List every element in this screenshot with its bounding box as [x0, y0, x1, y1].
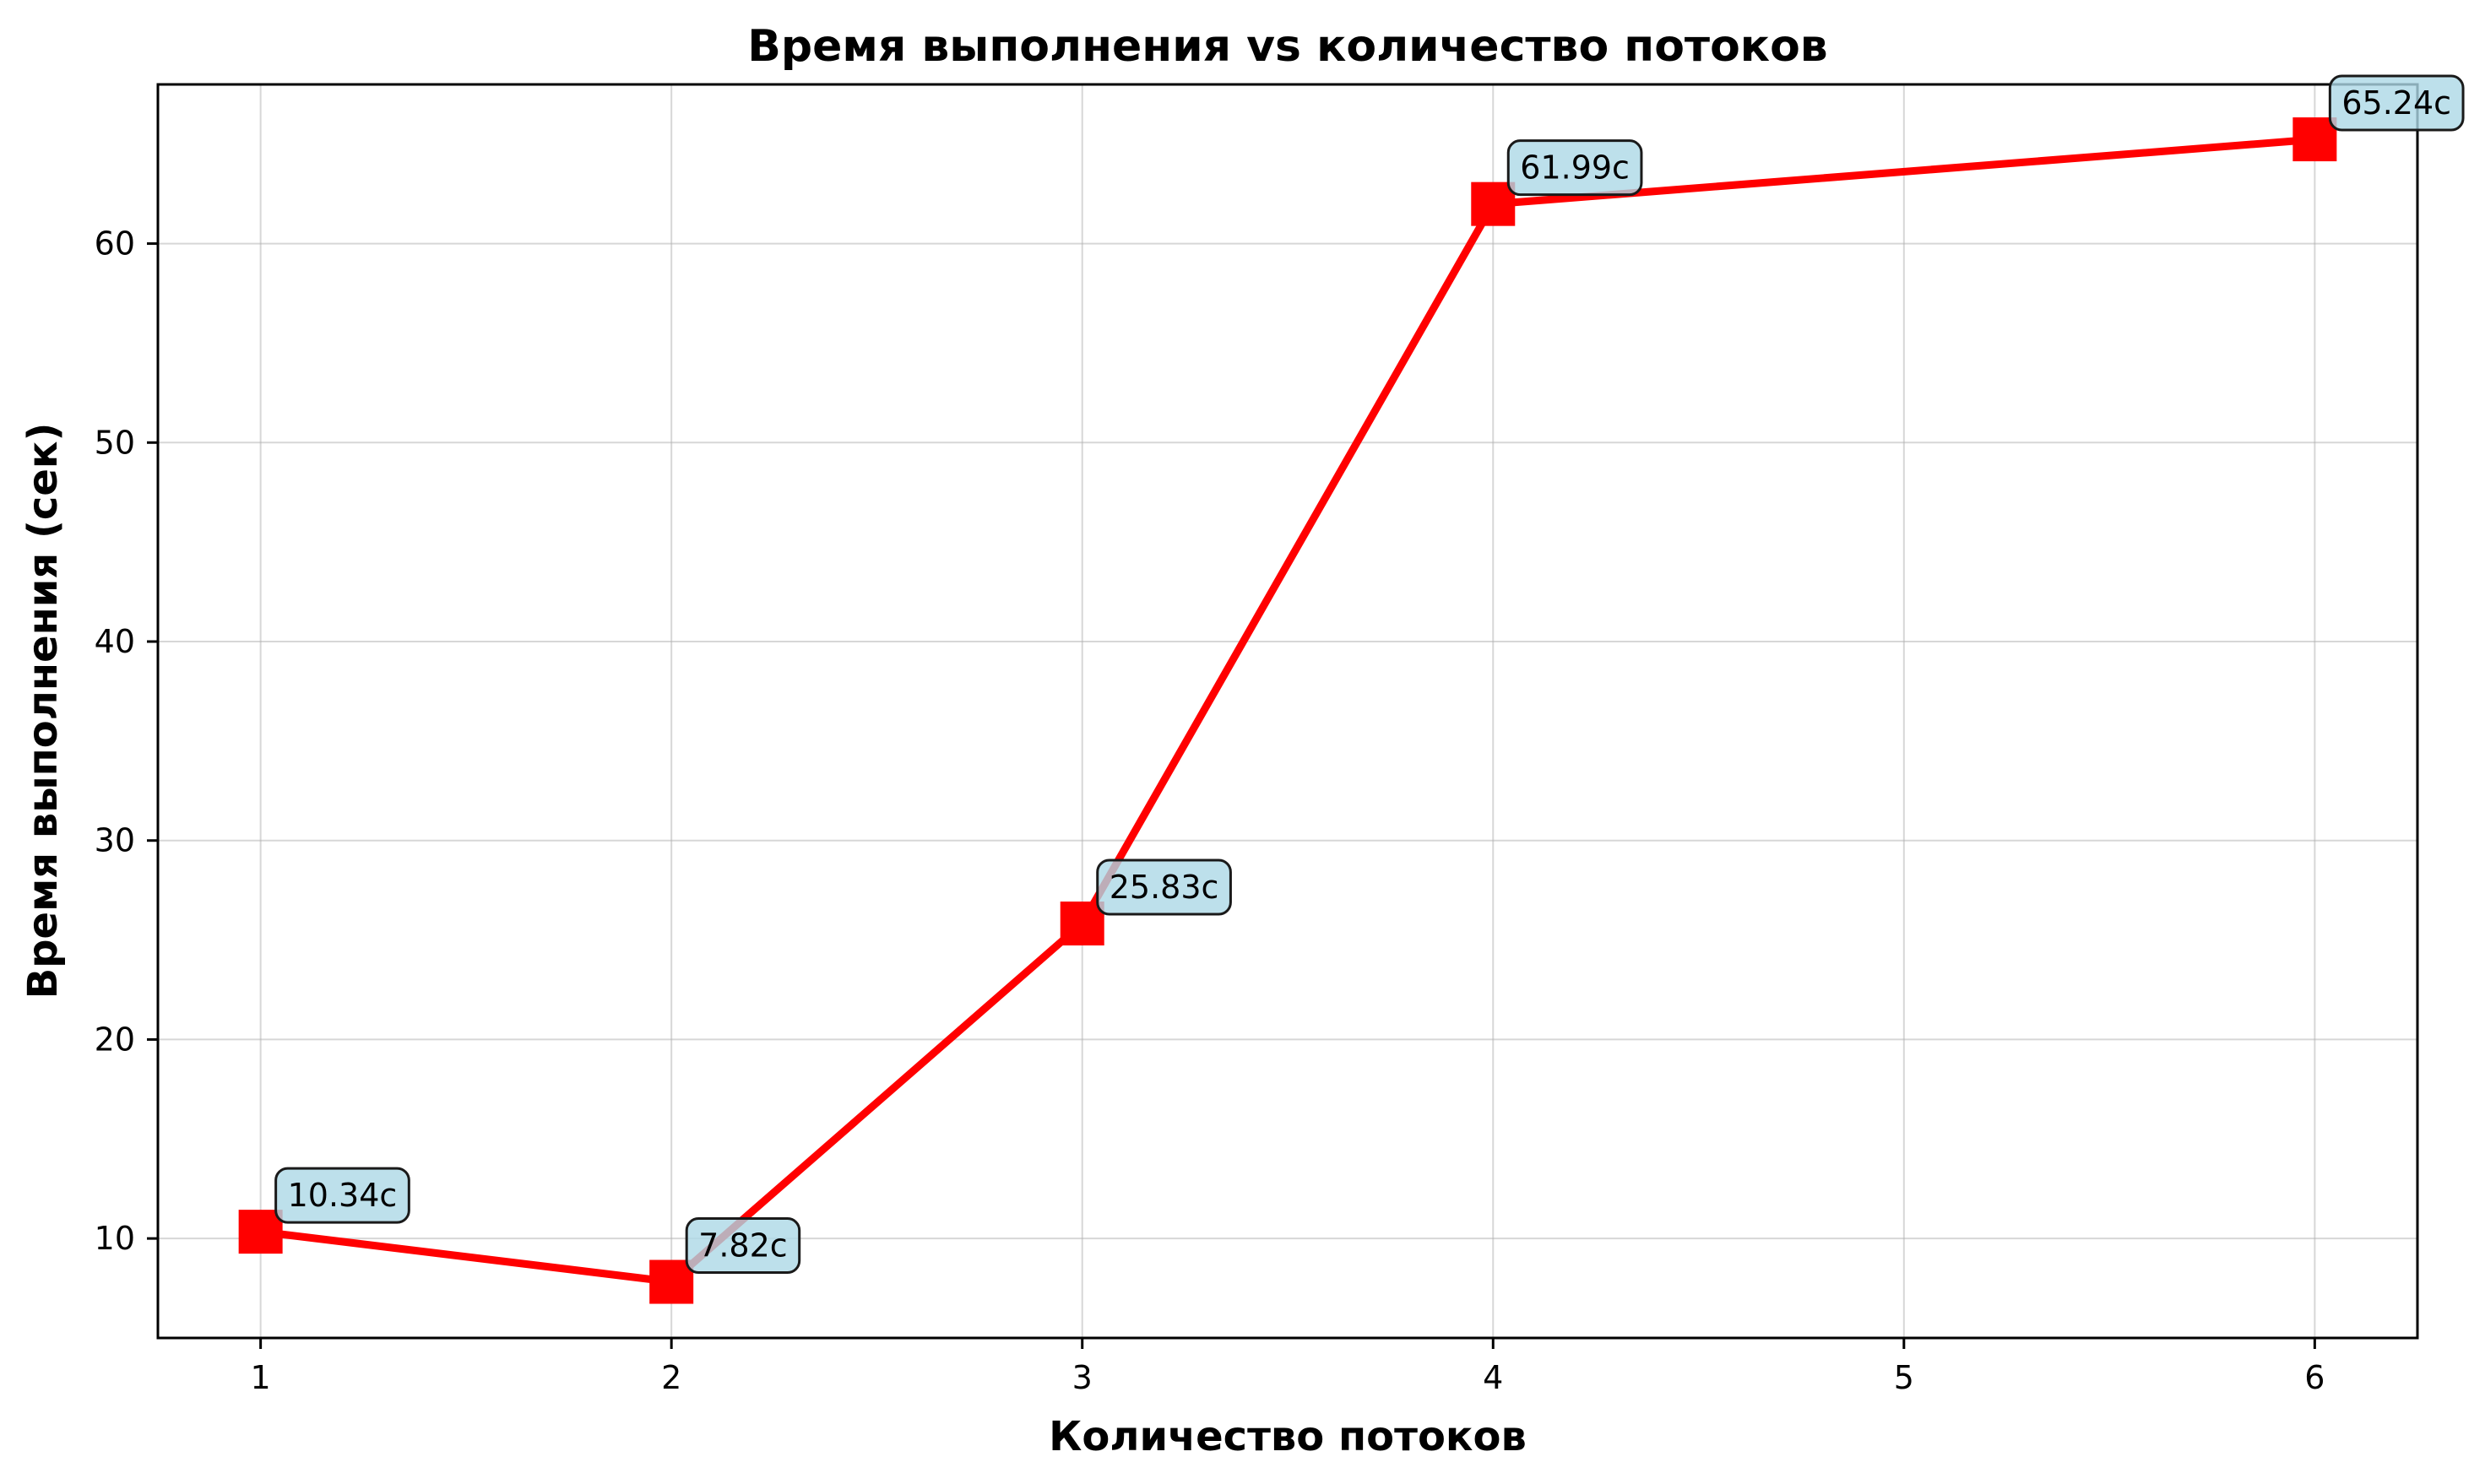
x-tick-label: 5 [1894, 1359, 1914, 1396]
data-label: 10.34c [274, 1167, 410, 1224]
data-point-marker [2292, 117, 2337, 162]
data-label-box [685, 1217, 801, 1275]
x-tick-label: 2 [661, 1359, 681, 1396]
data-label: 25.83c [1096, 858, 1232, 916]
y-tick-label: 20 [95, 1021, 135, 1058]
series-line [257, 135, 2319, 1286]
grid [158, 84, 2417, 1338]
plot-frame [156, 83, 2419, 1340]
y-tick-label: 60 [95, 225, 135, 263]
x-axis: 1 2 3 4 5 6 [251, 1338, 2325, 1396]
x-tick-label: 3 [1072, 1359, 1093, 1396]
y-tick-label: 30 [95, 822, 135, 859]
x-axis-label: Количество потоков [1049, 1413, 1527, 1460]
y-tick-label: 50 [95, 424, 135, 461]
data-label-text: 10.34c [288, 1177, 398, 1214]
y-axis-label: Время выполнения (сек) [19, 423, 67, 999]
data-label-text: 65.24c [2341, 84, 2451, 122]
data-label-text: 61.99c [1520, 149, 1630, 187]
y-axis: 10 20 30 40 50 60 [95, 225, 158, 1257]
data-point-marker [1471, 181, 1516, 226]
data-label-box [1096, 858, 1232, 916]
data-label-box [274, 1167, 410, 1224]
data-point-marker [649, 1259, 694, 1304]
data-label-text: 7.82c [698, 1227, 788, 1265]
data-label-box [2328, 74, 2465, 132]
data-point-marker [1060, 902, 1104, 946]
x-tick-label: 6 [2304, 1359, 2325, 1396]
data-labels: 10.34c 7.82c 25.83c 61.99c 65.24c [274, 74, 2465, 1275]
series [238, 117, 2337, 1304]
chart-title: Время выполнения vs количество потоков [747, 21, 1827, 72]
y-tick-label: 40 [95, 623, 135, 660]
data-label-text: 25.83c [1110, 869, 1219, 906]
data-label-box [1506, 139, 1643, 197]
data-point-marker [238, 1210, 283, 1254]
x-tick-label: 4 [1483, 1359, 1503, 1396]
data-label: 65.24c [2328, 74, 2465, 132]
x-tick-label: 1 [251, 1359, 271, 1396]
data-label: 61.99c [1506, 139, 1643, 197]
y-tick-label: 10 [95, 1220, 135, 1257]
data-label: 7.82c [685, 1217, 801, 1275]
